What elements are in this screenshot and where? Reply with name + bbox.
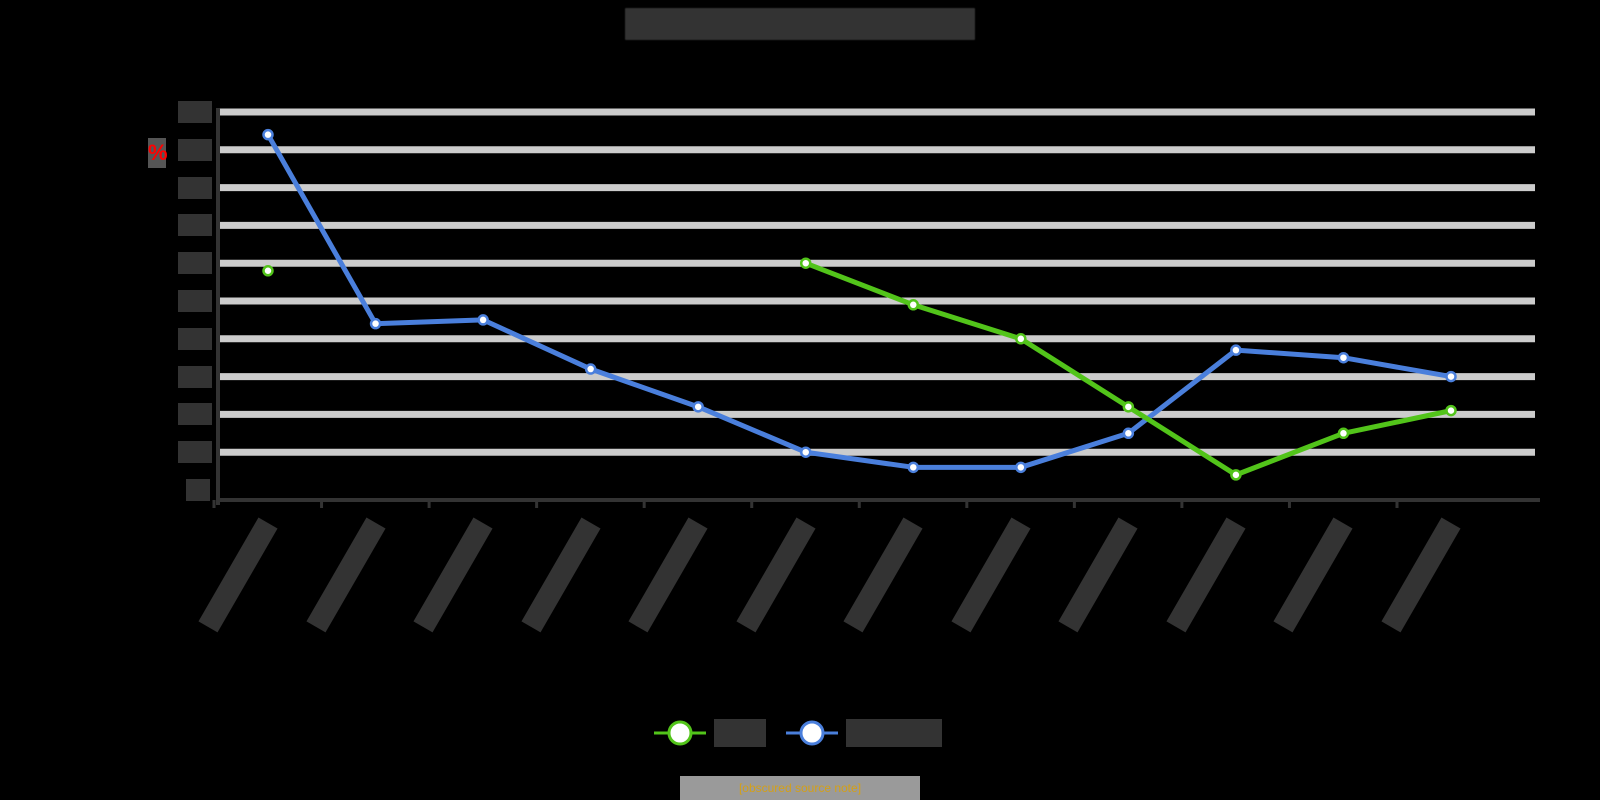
- unit-percent-icon: %: [148, 138, 168, 168]
- chart-title: [obscured chart title]: [625, 8, 975, 40]
- y-tick-label: [178, 290, 212, 312]
- data-point: [1230, 344, 1242, 356]
- gridlines: [218, 108, 1535, 456]
- data-point: [1122, 401, 1135, 413]
- source-footer: [obscured source note]: [680, 776, 920, 800]
- series-lines: [262, 128, 1457, 481]
- data-point: [262, 128, 274, 141]
- legend-item-series-a[interactable]: [obscured series A]: [652, 718, 766, 748]
- data-point: [1230, 469, 1242, 481]
- y-tick-label: [178, 327, 212, 350]
- y-tick-label: [178, 214, 212, 237]
- data-point: [1445, 370, 1457, 383]
- y-tick-label: [178, 101, 212, 123]
- data-point: [477, 314, 489, 326]
- data-point: [799, 257, 812, 269]
- legend-label-series-b: [obscured series B]: [846, 719, 942, 747]
- y-tick-label: [186, 479, 210, 501]
- legend-marker-blue-icon: [786, 720, 838, 746]
- data-point: [692, 401, 704, 413]
- legend-item-series-b[interactable]: [obscured series B]: [784, 718, 942, 748]
- axes: [212, 108, 1540, 508]
- y-tick-label: [178, 403, 212, 426]
- data-point: [799, 446, 812, 458]
- data-point: [907, 299, 920, 311]
- y-tick-label: [178, 138, 212, 161]
- data-point: [1015, 333, 1027, 345]
- data-point: [584, 363, 597, 375]
- data-point: [1337, 351, 1350, 364]
- legend: [obscured series A] [obscured series B]: [652, 718, 942, 748]
- legend-label-series-a: [obscured series A]: [714, 719, 766, 747]
- line-chart: [212, 108, 1540, 508]
- y-tick-label: [178, 252, 212, 275]
- data-point: [369, 317, 382, 330]
- data-point: [907, 461, 920, 474]
- data-point: [1122, 427, 1135, 440]
- data-point: [1015, 461, 1027, 474]
- y-tick-label: [178, 176, 212, 199]
- legend-marker-green-icon: [654, 720, 706, 746]
- data-point: [262, 265, 274, 277]
- data-point: [1445, 404, 1457, 417]
- y-tick-label: [178, 441, 212, 464]
- data-point: [1337, 427, 1350, 440]
- y-tick-label: [178, 365, 212, 388]
